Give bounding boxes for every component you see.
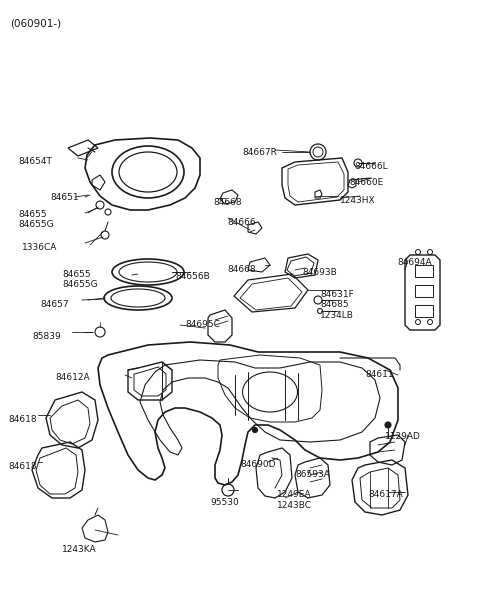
Text: 84667R: 84667R [242, 148, 277, 157]
Circle shape [252, 427, 257, 433]
Text: 84685: 84685 [320, 300, 348, 309]
Text: 84668: 84668 [227, 265, 256, 274]
Text: 1129AD: 1129AD [385, 432, 421, 441]
Text: 84690D: 84690D [240, 460, 276, 469]
Text: 84655G: 84655G [62, 280, 97, 289]
Text: 84668: 84668 [213, 198, 241, 207]
Text: 84655: 84655 [62, 270, 91, 279]
Text: 84660E: 84660E [349, 178, 383, 187]
Text: 1249EA: 1249EA [277, 490, 312, 499]
Text: 86593A: 86593A [295, 470, 330, 479]
Text: 95530: 95530 [210, 498, 239, 507]
Text: 1234LB: 1234LB [320, 311, 354, 320]
Circle shape [385, 422, 391, 428]
Text: 84631F: 84631F [320, 290, 354, 299]
Text: 85839: 85839 [32, 332, 61, 341]
Text: 84654T: 84654T [18, 157, 52, 166]
Text: 84666L: 84666L [354, 162, 388, 171]
Text: 84693B: 84693B [302, 268, 337, 277]
Text: 84651: 84651 [50, 193, 79, 202]
Text: 84611: 84611 [365, 370, 394, 379]
Text: 1336CA: 1336CA [22, 243, 58, 252]
Text: 84612A: 84612A [55, 373, 90, 382]
Text: 84694A: 84694A [397, 258, 432, 267]
Text: 84695C: 84695C [185, 320, 220, 329]
Text: 84655: 84655 [18, 210, 47, 219]
Text: 84618: 84618 [8, 415, 36, 424]
Text: 84617A: 84617A [368, 490, 403, 499]
Text: 1243HX: 1243HX [340, 196, 376, 205]
Text: (060901-): (060901-) [10, 18, 61, 28]
Text: 84655G: 84655G [18, 220, 54, 229]
Text: 1243BC: 1243BC [277, 501, 312, 510]
Text: 1243KA: 1243KA [62, 545, 96, 554]
Text: 84657: 84657 [40, 300, 69, 309]
Text: 84666: 84666 [227, 218, 256, 227]
Text: 84656B: 84656B [175, 272, 210, 281]
Text: 84618: 84618 [8, 462, 36, 471]
